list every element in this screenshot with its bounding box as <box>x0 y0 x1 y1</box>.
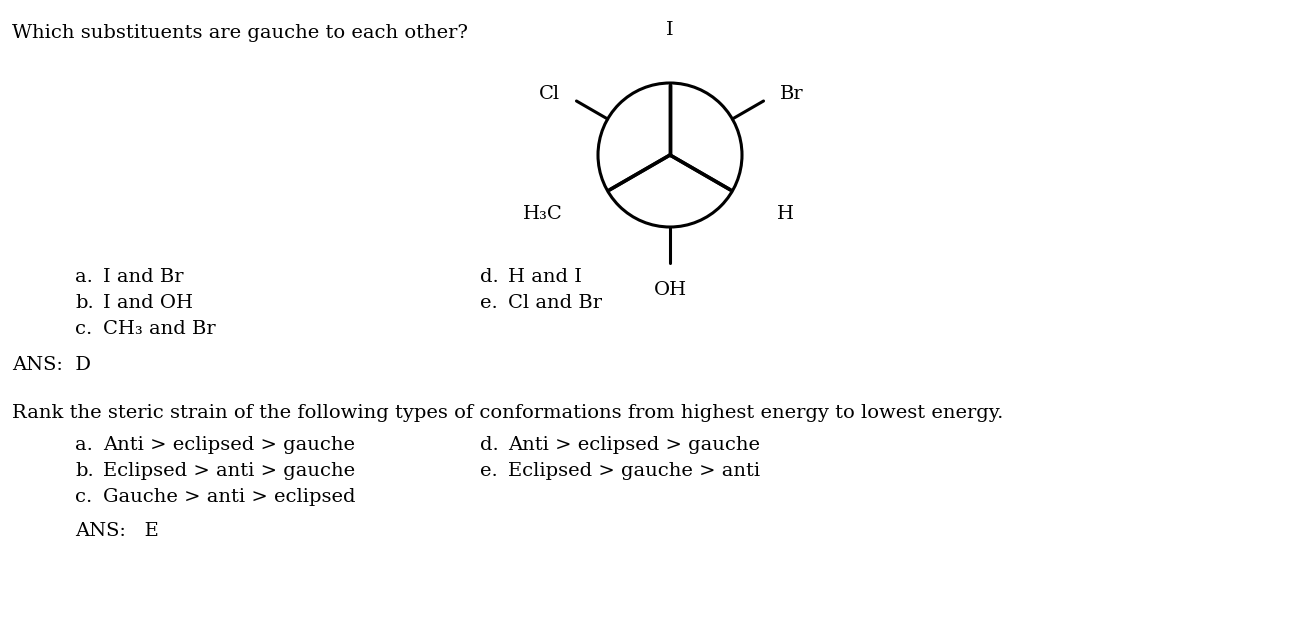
Text: ANS:  D: ANS: D <box>12 356 91 374</box>
Text: H₃C: H₃C <box>523 205 563 223</box>
Text: I: I <box>666 22 674 40</box>
Text: b.: b. <box>75 462 93 480</box>
Text: Rank the steric strain of the following types of conformations from highest ener: Rank the steric strain of the following … <box>12 404 1003 422</box>
Text: e.: e. <box>480 462 498 480</box>
Text: I and OH: I and OH <box>104 294 193 312</box>
Text: OH: OH <box>653 281 687 299</box>
Text: c.: c. <box>75 320 92 338</box>
Text: a.: a. <box>75 268 93 286</box>
Text: H: H <box>776 205 795 223</box>
Text: c.: c. <box>75 488 92 506</box>
Text: a.: a. <box>75 436 93 454</box>
Text: b.: b. <box>75 294 93 312</box>
Text: Anti > eclipsed > gauche: Anti > eclipsed > gauche <box>509 436 760 454</box>
Text: CH₃ and Br: CH₃ and Br <box>104 320 216 338</box>
Text: Which substituents are gauche to each other?: Which substituents are gauche to each ot… <box>12 24 468 42</box>
Text: d.: d. <box>480 436 498 454</box>
Text: H and I: H and I <box>509 268 582 286</box>
Text: Eclipsed > gauche > anti: Eclipsed > gauche > anti <box>509 462 760 480</box>
Text: Br: Br <box>780 85 804 103</box>
Text: d.: d. <box>480 268 498 286</box>
Text: e.: e. <box>480 294 498 312</box>
Text: Anti > eclipsed > gauche: Anti > eclipsed > gauche <box>104 436 355 454</box>
Text: ANS:   E: ANS: E <box>75 522 159 540</box>
Text: I and Br: I and Br <box>104 268 184 286</box>
Text: Gauche > anti > eclipsed: Gauche > anti > eclipsed <box>104 488 356 506</box>
Text: Cl: Cl <box>538 85 560 103</box>
Text: Cl and Br: Cl and Br <box>509 294 602 312</box>
Text: Eclipsed > anti > gauche: Eclipsed > anti > gauche <box>104 462 355 480</box>
